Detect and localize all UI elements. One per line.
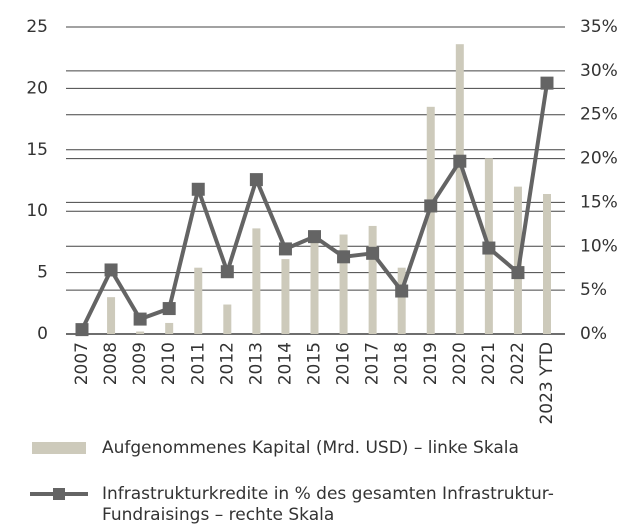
x-tick-label: 2008: [101, 342, 121, 385]
bar: [194, 267, 203, 334]
x-tick-label: 2013: [246, 342, 266, 385]
y2-tick-label: 5%: [580, 280, 607, 300]
x-tick-label: 2007: [72, 342, 92, 385]
legend-line: Infrastrukturkredite in % des gesamten I…: [30, 484, 592, 526]
line-marker: [220, 265, 234, 279]
bar: [426, 106, 435, 334]
y2-tick-label: 25%: [580, 105, 618, 125]
x-tick-label: 2018: [392, 342, 412, 385]
line-marker: [249, 173, 263, 187]
y-tick-label: 25: [26, 17, 48, 37]
line-marker: [366, 246, 380, 260]
legend-bar: Aufgenommenes Kapital (Mrd. USD) – linke…: [30, 438, 592, 459]
x-tick-label: 2016: [334, 342, 354, 385]
x-tick-label: 2020: [450, 342, 470, 385]
x-tick-label: 2023 YTD: [537, 342, 557, 425]
x-tick-label: 2019: [421, 342, 441, 385]
y2-tick-label: 30%: [580, 61, 618, 81]
bar: [281, 259, 290, 334]
legend-swatch-marker: [53, 488, 65, 500]
bar: [397, 267, 406, 334]
chart: 0 5 10 15 20 25 0% 5% 10% 15% 20% 25% 30% 35% 2007 2008…: [26, 17, 618, 425]
y-tick-label: 0: [37, 324, 48, 344]
x-tick-label: 2014: [275, 342, 295, 385]
bar: [310, 239, 319, 334]
y2-tick-label: 10%: [580, 236, 618, 256]
line-marker: [540, 76, 554, 90]
bar: [252, 228, 261, 334]
x-tick-label: 2017: [363, 342, 383, 385]
legend-label: Aufgenommenes Kapital (Mrd. USD) – linke…: [102, 438, 519, 458]
legend-swatch-bar: [32, 442, 86, 454]
line-marker: [162, 302, 176, 316]
line-marker: [395, 284, 409, 298]
bar: [368, 225, 377, 334]
x-tick-label: 2010: [159, 342, 179, 385]
legend-label: Infrastrukturkredite in % des gesamten I…: [102, 484, 554, 525]
x-tick-label: 2021: [479, 342, 499, 385]
line-marker: [278, 242, 292, 256]
line-marker: [191, 182, 205, 196]
bar: [223, 304, 232, 334]
line-marker: [511, 266, 525, 280]
x-tick-label: 2015: [305, 342, 325, 385]
y-tick-label: 20: [26, 78, 48, 98]
bar: [136, 331, 145, 334]
y2-tick-label: 35%: [580, 17, 618, 37]
y2-tick-label: 0%: [580, 324, 607, 344]
line-marker: [133, 312, 147, 326]
x-tick-label: 2011: [188, 342, 208, 385]
y2-tick-label: 20%: [580, 149, 618, 169]
x-tick-label: 2022: [508, 342, 528, 385]
legend-swatch: [30, 488, 88, 500]
y-tick-label: 15: [26, 140, 48, 160]
y-tick-label: 10: [26, 201, 48, 221]
line-marker: [482, 241, 496, 255]
bar: [107, 297, 116, 334]
line-marker: [453, 154, 467, 168]
y-tick-label: 5: [37, 263, 48, 283]
bar: [165, 322, 174, 334]
y2-tick-label: 15%: [580, 192, 618, 212]
line-marker: [75, 323, 89, 337]
line-marker: [424, 199, 438, 213]
line-marker: [308, 230, 321, 244]
x-tick-label: 2012: [217, 342, 237, 385]
line-marker: [104, 263, 118, 277]
bar: [339, 234, 348, 334]
x-tick-label: 2009: [130, 342, 150, 385]
line-marker: [337, 250, 351, 264]
bar: [543, 194, 551, 334]
legend-swatch: [32, 442, 86, 454]
bar: [455, 44, 464, 334]
